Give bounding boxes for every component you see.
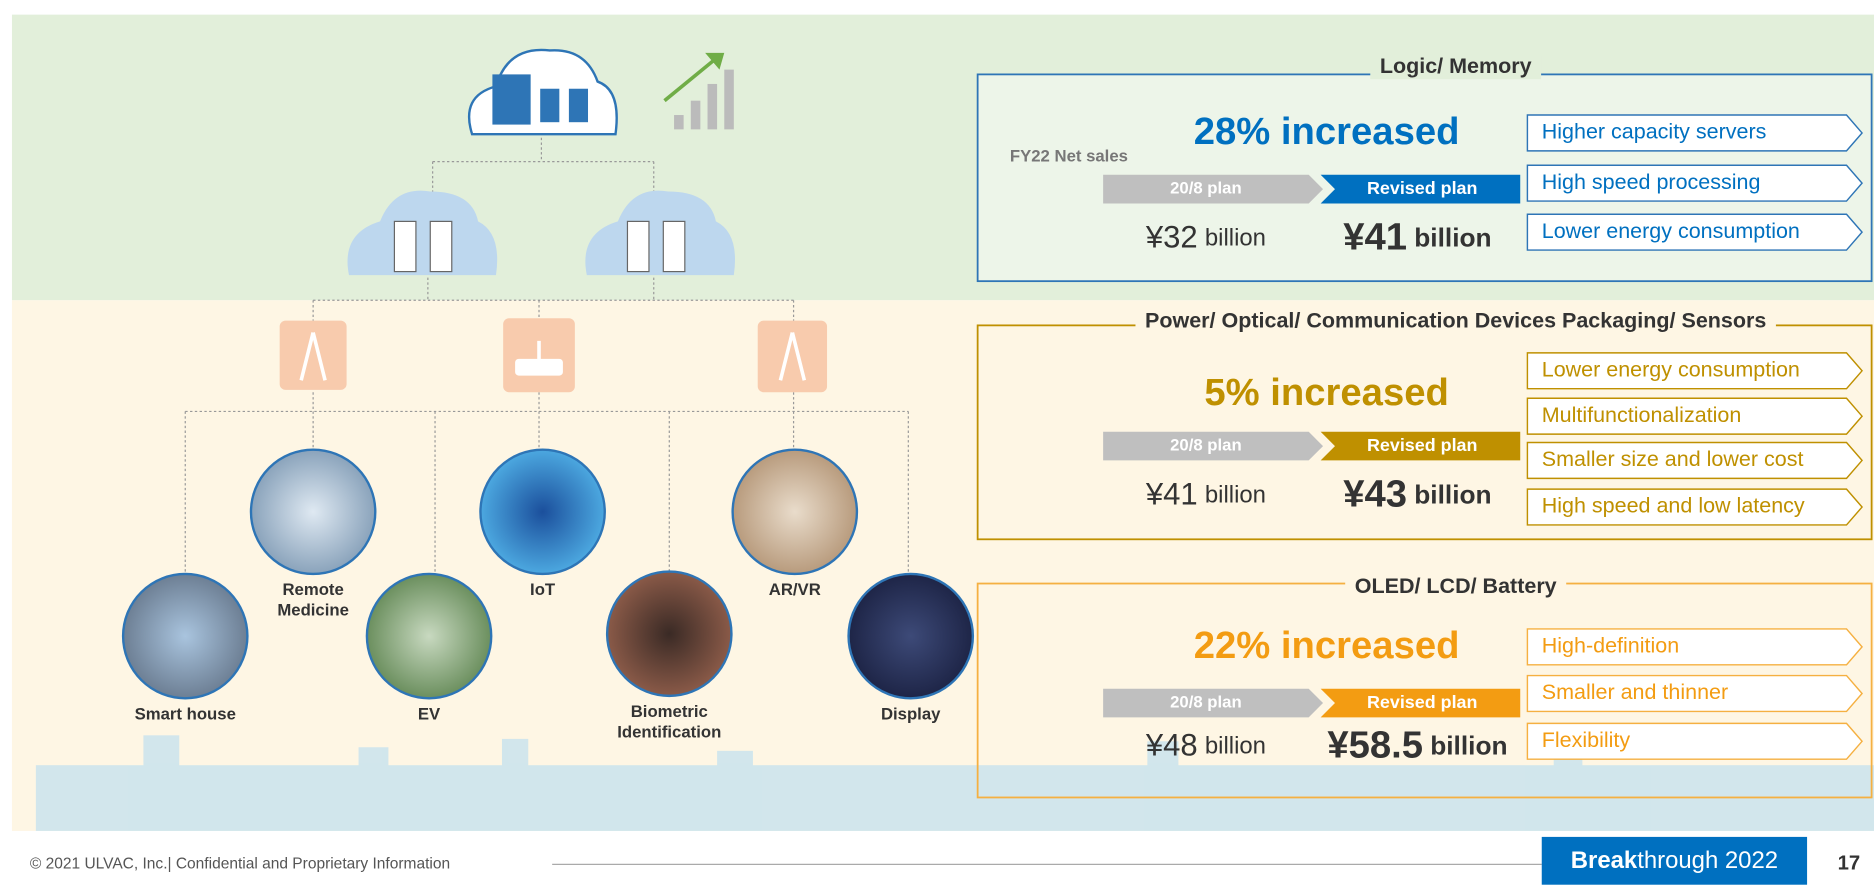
new-plan-arrow: [1320, 174, 1521, 204]
cloud-band: [11, 14, 1874, 301]
new-value: ¥58.5 billion: [1327, 723, 1507, 766]
edge-clouds: [347, 190, 736, 276]
headline: 28% increased: [1194, 110, 1460, 153]
new-value: ¥41 billion: [1343, 215, 1491, 258]
new-amount: ¥58.5: [1327, 723, 1423, 766]
panel-title: Logic/ Memory: [1380, 54, 1532, 78]
point: Lower energy consumption: [1542, 219, 1800, 243]
new-unit: billion: [1430, 730, 1507, 760]
node-photo: [479, 448, 606, 576]
point-box: [1526, 674, 1863, 713]
point-box: [1526, 628, 1863, 666]
panel-label: FY22 Net sales: [1010, 146, 1128, 165]
new-plan: Revised plan: [1367, 435, 1477, 455]
new-plan: Revised plan: [1367, 178, 1477, 198]
new-amount: ¥43: [1343, 472, 1407, 515]
new-unit: billion: [1414, 479, 1491, 509]
brand-rest: through 2022: [1637, 847, 1778, 874]
node-label: Display: [881, 704, 941, 723]
node-label: EV: [418, 704, 441, 723]
copyright: © 2021 ULVAC, Inc.| Confidential and Pro…: [30, 855, 450, 872]
point-box: [1526, 722, 1863, 760]
new-plan-arrow: [1320, 688, 1521, 718]
node-label: Smart house: [135, 704, 236, 723]
headline: 5% increased: [1204, 371, 1448, 414]
panel-title: Power/ Optical/ Communication Devices Pa…: [1145, 308, 1766, 332]
page-number: 17: [1838, 853, 1861, 875]
node-label: Remote: [282, 580, 343, 599]
node-photo: [121, 572, 249, 700]
old-plan: 20/8 plan: [1170, 179, 1242, 198]
node-photo: [365, 572, 493, 700]
node-label: IoT: [530, 580, 556, 599]
new-unit: billion: [1414, 222, 1491, 252]
old-value: ¥48 billion: [1145, 727, 1266, 762]
towers: [279, 318, 828, 393]
point: Smaller size and lower cost: [1542, 447, 1804, 471]
node-photo: [731, 448, 859, 576]
point-box: [1526, 397, 1863, 435]
old-plan: 20/8 plan: [1170, 436, 1242, 455]
old-value: ¥41 billion: [1145, 476, 1266, 511]
point-box: [1526, 213, 1863, 251]
point-box: [1526, 488, 1863, 526]
point: High speed and low latency: [1542, 494, 1805, 518]
point: Multifunctionalization: [1542, 403, 1742, 427]
point: Higher capacity servers: [1542, 120, 1767, 144]
point-box: [1526, 441, 1863, 480]
node-label: Medicine: [277, 600, 349, 619]
title-gap: [1370, 55, 1542, 80]
point: Flexibility: [1542, 728, 1631, 752]
node-label: Identification: [617, 722, 721, 741]
brand: Breakthrough 2022: [1571, 847, 1778, 874]
brand-box: [1541, 836, 1808, 885]
point: Smaller and thinner: [1542, 680, 1728, 704]
old-amount: ¥32: [1145, 220, 1198, 255]
new-plan-arrow: [1320, 431, 1521, 461]
old-unit: billion: [1205, 225, 1266, 252]
title-gap: [1135, 309, 1776, 334]
node-label: Biometric: [631, 702, 708, 721]
headline: 22% increased: [1194, 624, 1460, 667]
old-unit: billion: [1205, 733, 1266, 760]
old-unit: billion: [1205, 482, 1266, 509]
new-amount: ¥41: [1343, 215, 1407, 258]
new-plan: Revised plan: [1367, 692, 1477, 712]
old-plan: 20/8 plan: [1170, 692, 1242, 711]
point-box: [1526, 114, 1863, 152]
brand-bold: Break: [1571, 847, 1638, 874]
point-box: [1526, 164, 1863, 202]
new-value: ¥43 billion: [1343, 472, 1491, 515]
node-photo: [847, 572, 975, 700]
node-label: AR/VR: [769, 580, 821, 599]
connectors: [184, 137, 909, 574]
node-photo: [249, 448, 377, 576]
old-amount: ¥41: [1145, 476, 1198, 511]
point: High speed processing: [1542, 170, 1761, 194]
old-plan-arrow: [1103, 174, 1324, 204]
old-plan-arrow: [1103, 431, 1324, 461]
point: High-definition: [1542, 634, 1679, 658]
title-gap: [1345, 575, 1567, 600]
old-value: ¥32 billion: [1145, 220, 1266, 255]
point-box: [1526, 352, 1863, 390]
top-cloud: [467, 48, 734, 136]
node-photo: [605, 570, 733, 698]
panel-title: OLED/ LCD/ Battery: [1355, 574, 1557, 598]
point: Lower energy consumption: [1542, 357, 1800, 381]
old-plan-arrow: [1103, 688, 1324, 718]
old-amount: ¥48: [1145, 727, 1198, 762]
